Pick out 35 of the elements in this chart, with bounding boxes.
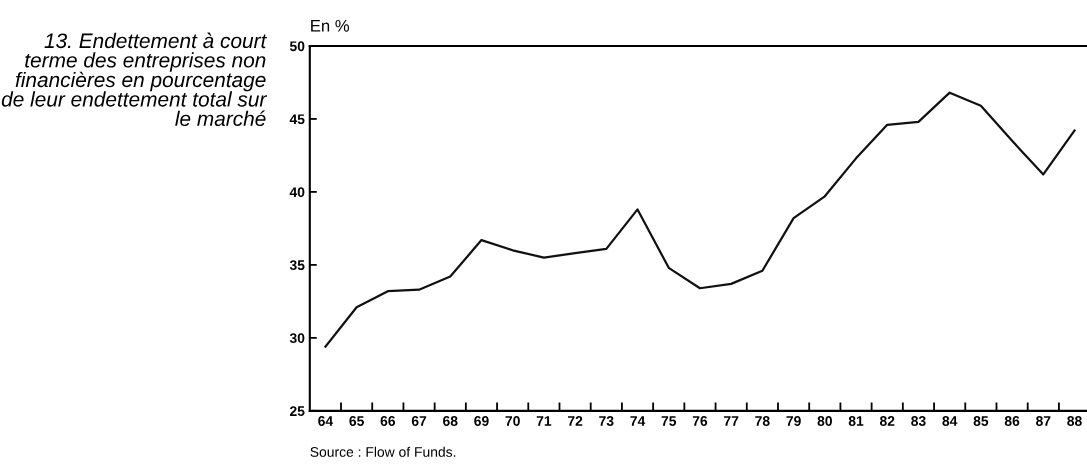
x-tick-label: 79	[786, 416, 801, 426]
x-tick-label: 87	[1036, 416, 1051, 426]
x-tick-label: 72	[567, 416, 583, 426]
x-tick-label: 66	[380, 416, 396, 426]
x-tick-label: 71	[536, 416, 552, 426]
x-tick-label: 69	[474, 416, 489, 426]
source-note: Source : Flow of Funds.	[310, 446, 456, 457]
x-tick-label: 68	[443, 416, 458, 426]
y-tick-label: 50	[289, 41, 305, 52]
x-tick-label: 88	[1067, 416, 1082, 426]
x-tick-label: 85	[973, 416, 989, 426]
x-tick-label: 76	[692, 416, 708, 426]
x-tick-label: 83	[911, 416, 926, 426]
y-tick-label: 25	[289, 406, 305, 417]
x-tick-label: 78	[755, 416, 770, 426]
x-tick-label: 82	[879, 416, 895, 426]
text: 13. Endettement à court terme des entreprises non financières en pourcentage de leur endettement total sur le marché	[1, 32, 268, 127]
y-tick-label: 35	[289, 260, 305, 271]
x-tick-label: 75	[661, 416, 677, 426]
x-tick-label: 84	[942, 416, 958, 426]
x-tick-label: 64	[318, 416, 334, 426]
x-tick-label: 67	[411, 416, 427, 426]
y-axis-title: En %	[311, 19, 350, 32]
x-tick-label: 80	[817, 416, 832, 426]
line-series	[324, 91, 1076, 348]
x-tick-label: 77	[724, 416, 739, 426]
x-tick-label: 81	[848, 416, 864, 426]
x-tick-label: 86	[1004, 416, 1020, 426]
y-tick-label: 30	[289, 333, 305, 344]
x-tick-label: 73	[599, 416, 614, 426]
x-tick-label: 70	[505, 416, 520, 426]
y-tick-label: 40	[289, 187, 305, 198]
x-tick-label: 74	[630, 416, 646, 426]
y-tick-label: 45	[289, 114, 305, 125]
x-tick-label: 65	[349, 416, 364, 426]
